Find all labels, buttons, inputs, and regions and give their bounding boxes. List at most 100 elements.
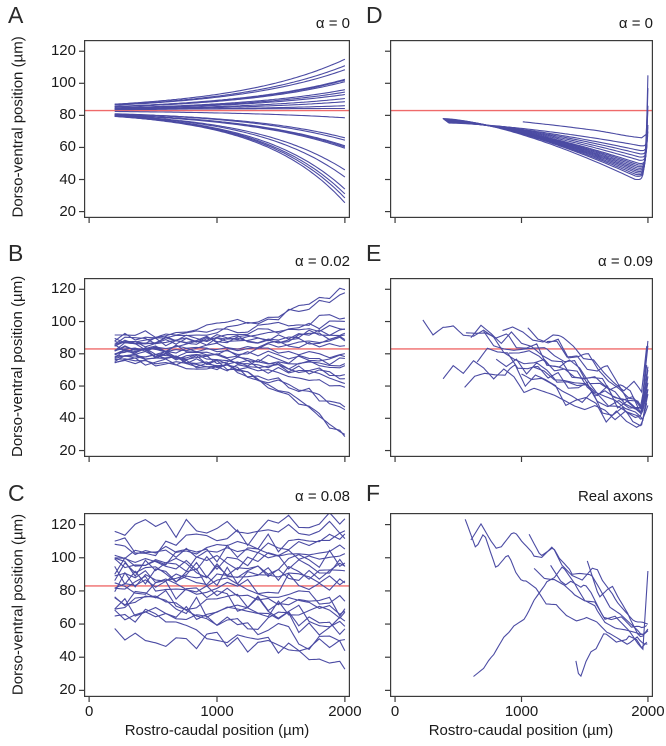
panel-title-a: α = 0 — [315, 15, 350, 32]
axon-curve — [476, 347, 648, 411]
axon-curve — [546, 340, 649, 411]
y-tick-label: 60 — [59, 377, 76, 395]
axon-curves — [114, 58, 346, 204]
y-tick-label: 60 — [59, 138, 76, 156]
y-tick-label: 80 — [59, 106, 76, 124]
axon-curve — [442, 359, 649, 421]
axon-curve — [522, 121, 648, 139]
panel-title-d: α = 0 — [618, 15, 653, 32]
axon-curve — [114, 115, 346, 204]
axon-curve — [114, 608, 346, 670]
panel-letter-a: A — [8, 2, 24, 28]
axon-curve — [502, 326, 648, 394]
x-tick-label: 2000 — [328, 703, 362, 720]
y-tick-label: 100 — [50, 74, 76, 92]
axon-curve — [114, 513, 346, 539]
y-tick-label: 20 — [59, 202, 76, 220]
axon-curve — [114, 329, 346, 352]
axis-box — [84, 40, 350, 219]
axon-curve — [114, 347, 346, 385]
axon-curve — [528, 534, 649, 636]
axon-curve — [445, 119, 648, 169]
axon-curve — [445, 120, 648, 168]
axon-curve — [114, 107, 345, 110]
panel-c-plot — [79, 513, 350, 702]
y-axis-title-row3: Dorso-ventral position (µm) — [9, 513, 27, 696]
axis-box — [84, 278, 350, 458]
panel-e-plot — [385, 278, 653, 462]
axon-curve — [114, 115, 346, 190]
axon-curve — [114, 597, 346, 636]
axon-curve — [114, 113, 346, 141]
panel-letter-c: C — [8, 480, 25, 506]
axon-curve — [114, 58, 346, 105]
x-tick-label: 2000 — [631, 703, 665, 720]
axon-curve — [495, 358, 649, 420]
y-tick-label: 40 — [59, 409, 76, 427]
y-tick-label: 120 — [50, 515, 76, 533]
axon-curve — [464, 519, 648, 645]
panel-d-plot — [385, 40, 653, 223]
y-tick-label: 100 — [50, 312, 76, 330]
y-tick-label: 120 — [50, 280, 76, 298]
axon-curve — [473, 566, 649, 677]
axon-curves — [114, 287, 346, 437]
axon-curve — [114, 556, 345, 582]
axon-curve — [114, 575, 346, 615]
axon-curve — [114, 520, 346, 557]
x-tick-label: 0 — [390, 703, 400, 720]
axon-curve — [114, 340, 345, 354]
axon-curves — [422, 319, 649, 428]
panel-a-plot — [79, 40, 350, 223]
axis-box — [390, 40, 653, 219]
axon-curve — [464, 363, 648, 428]
panel-b-plot — [79, 278, 350, 462]
axon-curve — [114, 544, 346, 569]
y-axis-title-row1: Dorso-ventral position (µm) — [9, 36, 27, 218]
x-tick-label: 1000 — [200, 703, 234, 720]
axon-curve — [114, 81, 346, 108]
axon-curve — [114, 595, 346, 652]
y-tick-label: 80 — [59, 581, 76, 599]
axon-curve — [448, 122, 648, 147]
axon-curves — [464, 519, 649, 678]
x-tick-label: 1000 — [504, 703, 539, 720]
axon-curve — [114, 359, 346, 370]
y-tick-label: 60 — [59, 615, 76, 633]
axon-curve — [114, 357, 346, 377]
axon-curve — [114, 628, 345, 653]
axon-curve — [114, 332, 346, 347]
axon-curve — [470, 324, 649, 409]
y-tick-label: 20 — [59, 681, 76, 699]
panel-letter-d: D — [366, 2, 383, 28]
axon-curve — [521, 373, 649, 427]
axis-box — [390, 513, 653, 698]
axon-curve — [508, 350, 649, 415]
panel-title-c: α = 0.08 — [295, 488, 350, 505]
axon-curve — [114, 600, 346, 621]
axon-curve — [114, 549, 346, 578]
x-tick-label: 0 — [84, 703, 94, 720]
panel-letter-f: F — [366, 480, 381, 506]
axon-curve — [114, 69, 346, 106]
x-axis-title-right: Rostro-caudal position (µm) — [428, 722, 614, 739]
axis-box — [390, 278, 653, 458]
panel-f-plot — [385, 513, 653, 702]
axon-curves — [442, 75, 649, 181]
axon-curve — [533, 366, 649, 422]
axon-curves — [114, 513, 346, 670]
axon-curve — [575, 633, 648, 678]
axon-curve — [422, 319, 649, 414]
y-axis-title-row2: Dorso-ventral position (µm) — [9, 275, 26, 457]
axon-curve — [470, 522, 649, 625]
axon-curve — [114, 336, 346, 354]
axon-curve — [114, 562, 346, 605]
y-tick-label: 80 — [59, 344, 76, 362]
y-tick-label: 40 — [59, 170, 76, 188]
panel-title-f: Real axons — [577, 488, 653, 505]
axon-curve — [114, 566, 346, 587]
axon-curve — [114, 93, 345, 109]
axon-curve — [483, 330, 649, 410]
x-axis-title-left: Rostro-caudal position (µm) — [124, 722, 310, 739]
